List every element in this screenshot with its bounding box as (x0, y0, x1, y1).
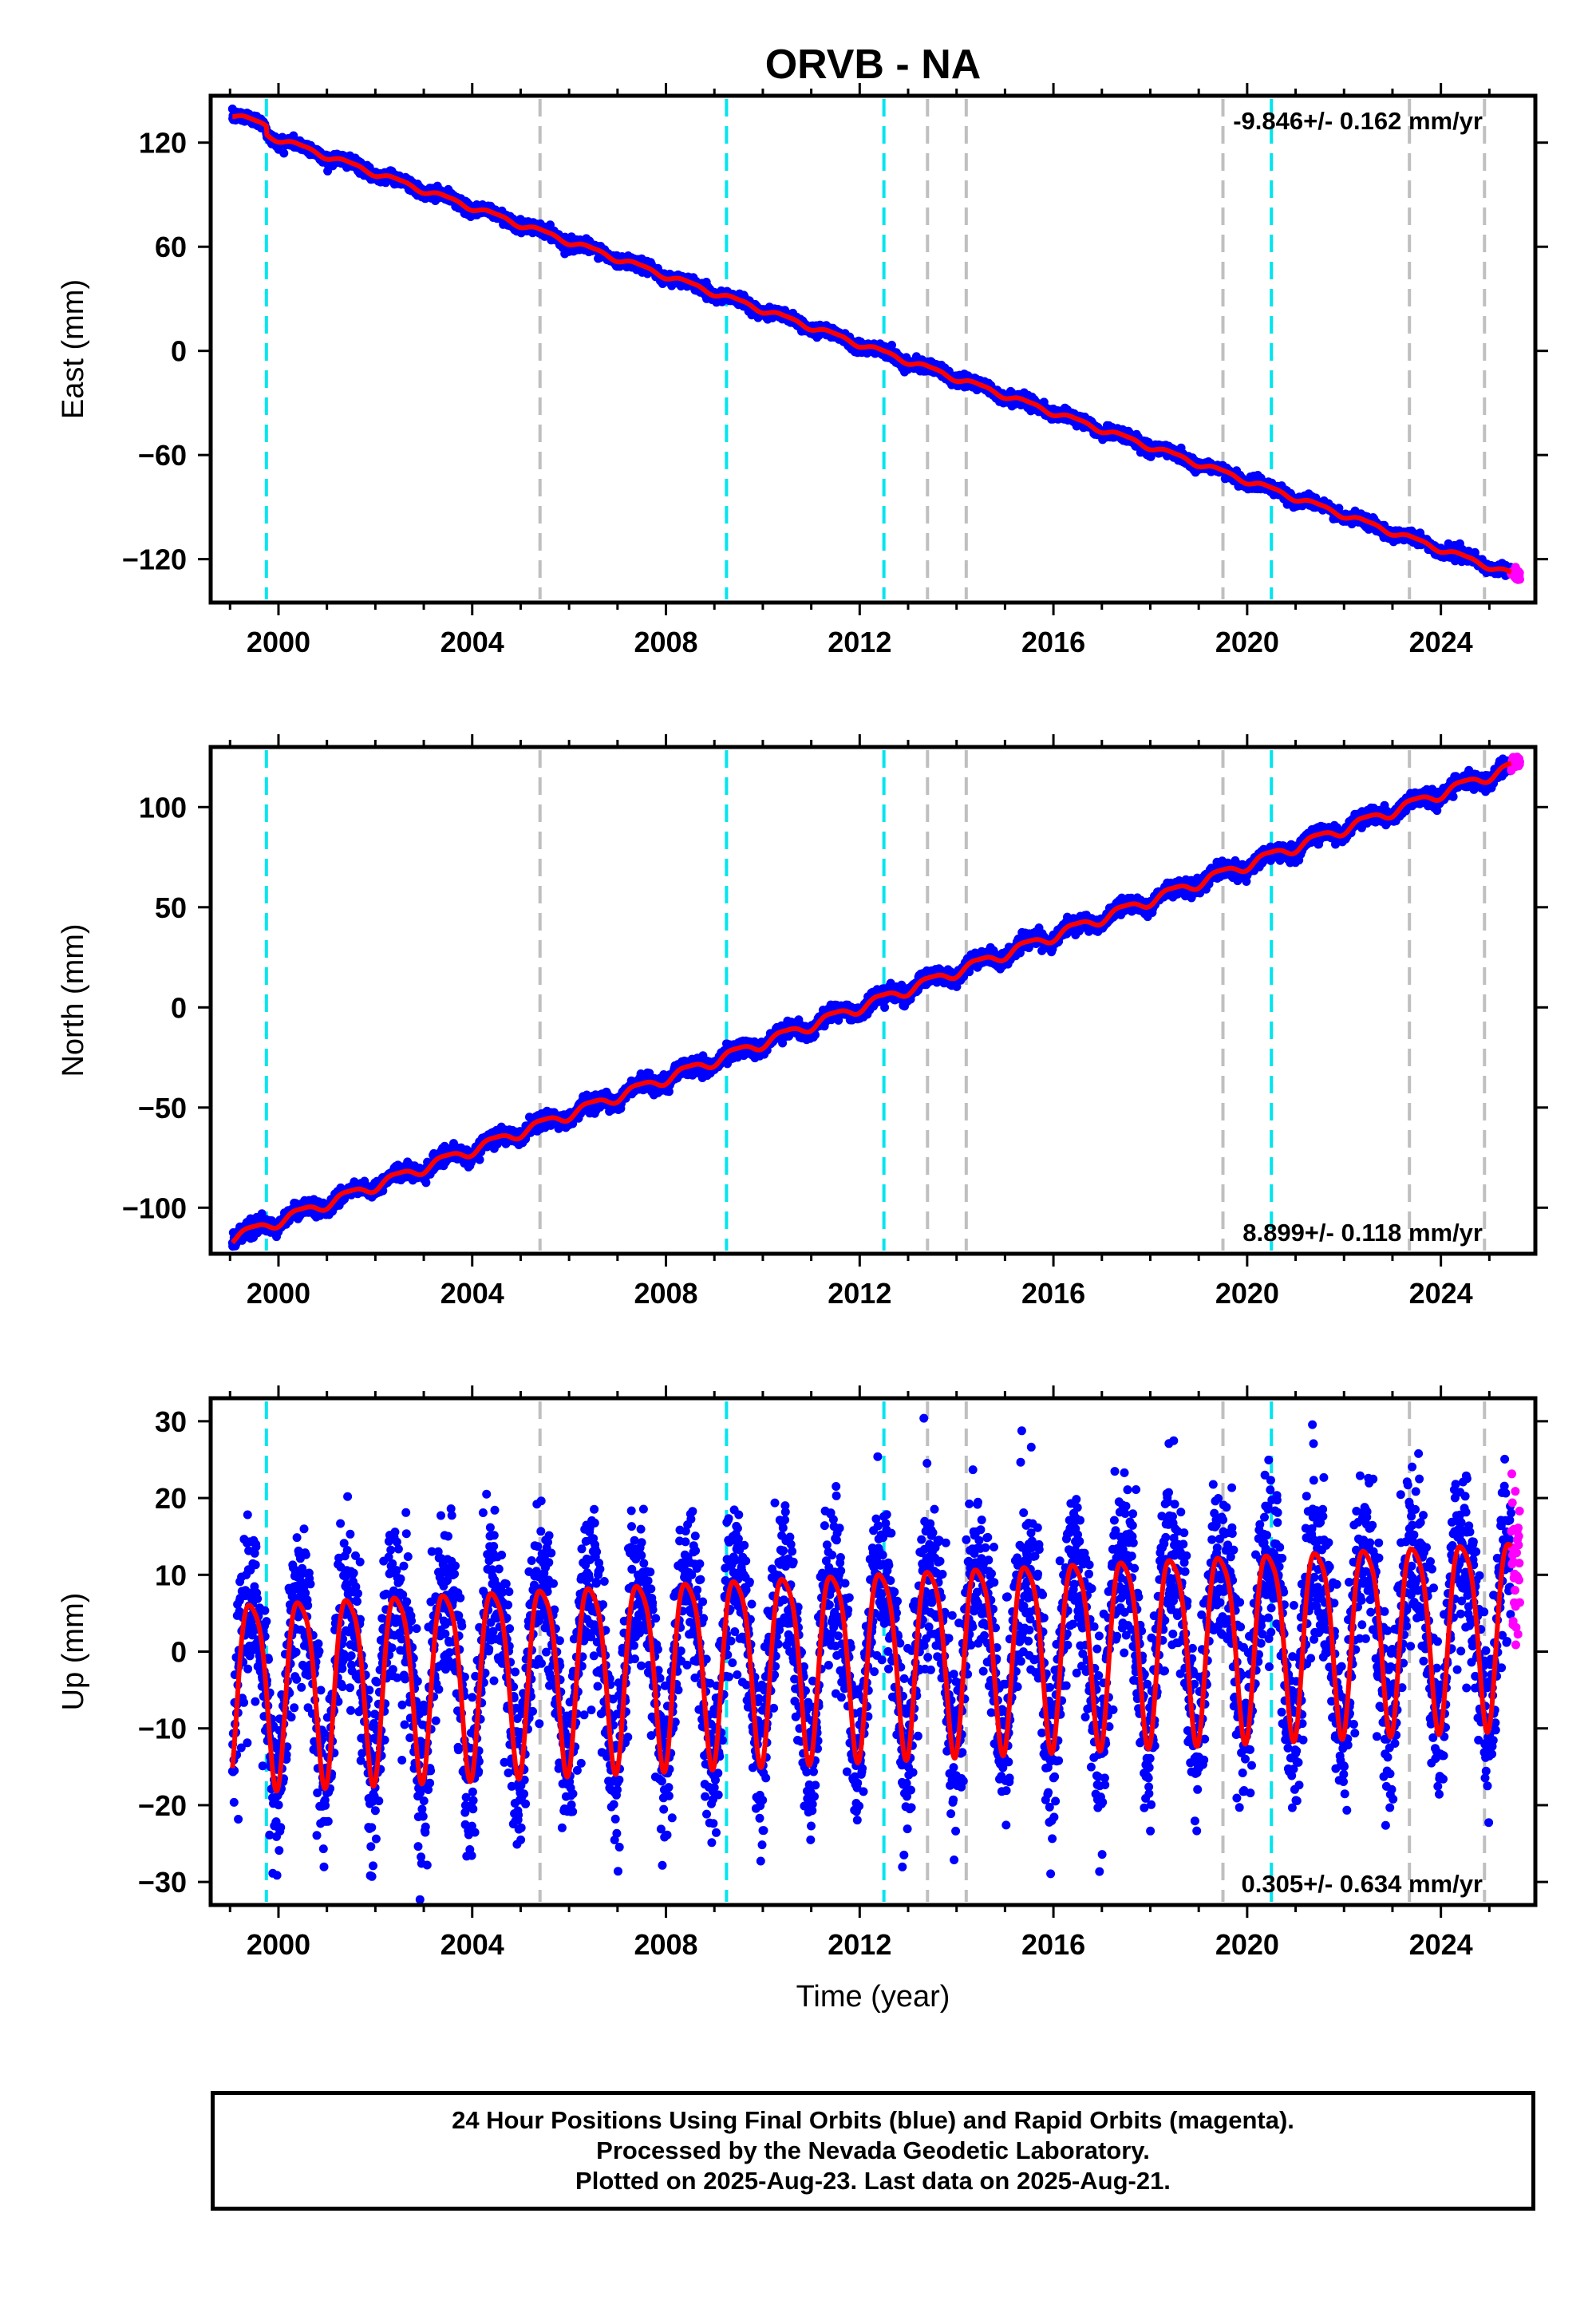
x-tick-label: 2000 (247, 626, 310, 658)
model-fit-line (230, 1541, 1513, 1794)
y-tick-label: 0 (171, 991, 187, 1024)
y-tick-label: −60 (138, 439, 187, 472)
x-tick-label: 2012 (828, 626, 891, 658)
y-tick-label: 10 (155, 1559, 187, 1591)
panel-up: 2000 2004 2008 2012 2016 2020 2024 −30 −20 −10 0 10… (57, 1385, 1548, 2014)
footer-box: 24 Hour Positions Using Final Orbits (bl… (211, 2091, 1535, 2211)
y-tick-label: 0 (171, 1636, 187, 1669)
y-tick-label: 120 (139, 127, 187, 160)
y-axis-title: North (mm) (57, 923, 90, 1077)
data-points (227, 1413, 1524, 1904)
x-tick-label: 2008 (634, 1277, 697, 1310)
panel-north: 2000 2004 2008 2012 2016 2020 2024 −100 −50 0 50 10… (57, 734, 1548, 1310)
model-fit-line (230, 761, 1513, 1245)
footer-line-3: Plotted on 2025-Aug-23. Last data on 202… (575, 2167, 1171, 2195)
x-tick-label: 2008 (634, 1928, 697, 1961)
y-tick-label: −20 (138, 1789, 187, 1822)
rapid-orbit-points (1507, 563, 1524, 584)
x-tick-label: 2024 (1409, 1928, 1473, 1961)
x-tick-label: 2020 (1215, 626, 1279, 658)
x-tick-label: 2016 (1021, 626, 1085, 658)
footer-line-2: Processed by the Nevada Geodetic Laborat… (596, 2136, 1150, 2164)
y-tick-label: 60 (155, 231, 187, 263)
x-tick-label: 2012 (828, 1277, 891, 1310)
final-orbit-points (227, 105, 1516, 580)
model-fit-line (230, 113, 1513, 575)
x-tick-label: 2024 (1409, 1277, 1473, 1310)
y-tick-label: 30 (155, 1405, 187, 1438)
plot-frame (208, 745, 1538, 1256)
x-tick-label: 2016 (1021, 1277, 1085, 1310)
x-tick-label: 2008 (634, 626, 697, 658)
footer-line-1: 24 Hour Positions Using Final Orbits (bl… (452, 2106, 1294, 2134)
x-tick-label: 2024 (1409, 626, 1473, 658)
plot-frame (208, 93, 1538, 605)
rapid-orbit-points (1507, 753, 1524, 775)
y-tick-label: −30 (138, 1866, 187, 1899)
page-title: ORVB - NA (765, 41, 982, 88)
y-tick-label: 0 (171, 335, 187, 368)
event-lines (264, 750, 1487, 1251)
y-tick-label: −100 (122, 1192, 187, 1224)
x-tick-label: 2012 (828, 1928, 891, 1961)
y-tick-label: −50 (138, 1092, 187, 1124)
x-tick-label: 2004 (440, 1928, 504, 1961)
x-tick-label: 2004 (440, 1277, 504, 1310)
x-tick-label: 2000 (247, 1277, 310, 1310)
panel-east: 2000 2004 2008 2012 2016 2020 2024 −120 −60 0 60 12… (57, 83, 1548, 658)
y-axis-title: East (mm) (57, 279, 90, 419)
y-tick-label: 20 (155, 1482, 187, 1515)
x-axis-title: Time (year) (796, 1980, 950, 2014)
rapid-orbit-points (1507, 1469, 1524, 1650)
x-tick-label: 2020 (1215, 1928, 1279, 1961)
panels-root: 2000 2004 2008 2012 2016 2020 2024−120−6006012… (57, 83, 1548, 2014)
y-tick-label: 50 (155, 891, 187, 924)
data-points (227, 105, 1524, 584)
x-tick-label: 2016 (1021, 1928, 1085, 1961)
event-lines (264, 99, 1487, 599)
velocity-label: -9.846+/- 0.162 mm/yr (1233, 107, 1483, 135)
y-tick-label: 100 (139, 791, 187, 824)
final-orbit-points (227, 1413, 1516, 1904)
velocity-label: 0.305+/- 0.634 mm/yr (1242, 1870, 1483, 1898)
x-tick-label: 2020 (1215, 1277, 1279, 1310)
x-tick-label: 2004 (440, 626, 504, 658)
y-tick-label: −120 (122, 543, 187, 576)
velocity-label: 8.899+/- 0.118 mm/yr (1242, 1219, 1483, 1247)
y-axis-title: Up (mm) (57, 1593, 90, 1711)
y-tick-label: −10 (138, 1713, 187, 1745)
x-tick-label: 2000 (247, 1928, 310, 1961)
